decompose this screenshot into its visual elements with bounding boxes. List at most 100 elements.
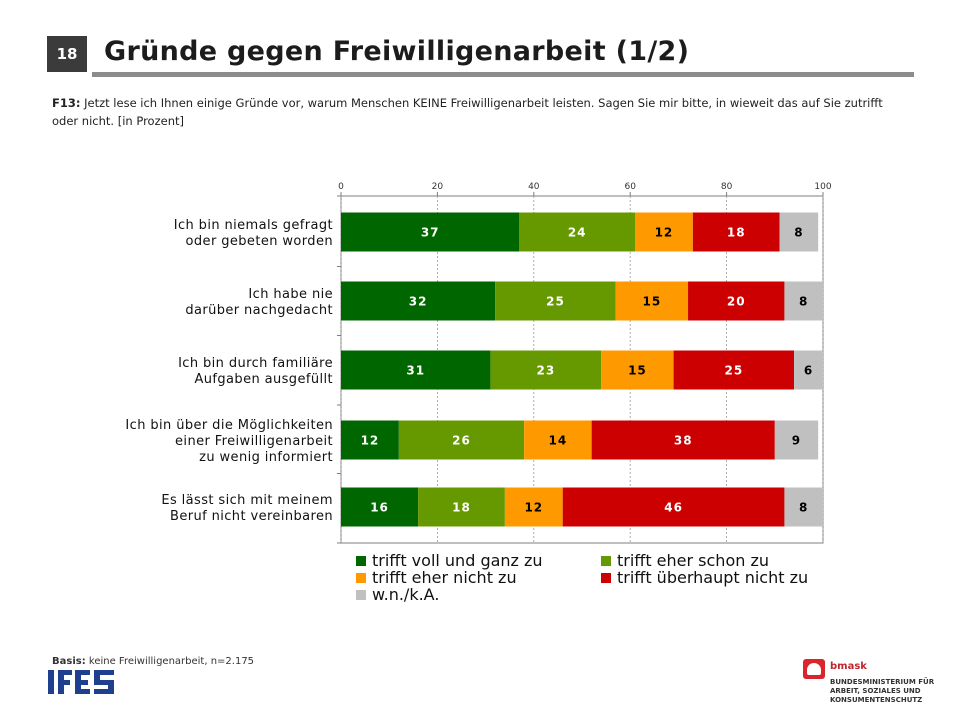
x-tick-label: 0: [338, 182, 344, 192]
page-number-badge: 18: [47, 36, 87, 72]
bar-value-label: 24: [568, 226, 587, 240]
bar-value-label: 12: [655, 226, 674, 240]
category-label: oder gebeten worden: [186, 234, 333, 249]
legend-swatch: [356, 589, 366, 600]
legend-label: trifft eher nicht zu: [372, 568, 517, 587]
bar-segment: [591, 420, 775, 460]
bar-value-label: 8: [799, 295, 808, 309]
legend-swatch: [601, 555, 611, 566]
legend-item-eher-nicht: trifft eher nicht zu: [356, 568, 517, 587]
category-label: Ich bin durch familiäre: [178, 356, 333, 371]
bar-value-label: 46: [664, 501, 683, 515]
bmask-line-1: BUNDESMINISTERIUM FÜR: [830, 678, 935, 686]
bar-segment: [341, 350, 491, 390]
page-number: 18: [56, 45, 78, 63]
bar-value-label: 31: [406, 364, 425, 378]
category-label: Ich habe nie: [248, 287, 333, 302]
x-tick-label: 80: [721, 182, 733, 192]
bar-value-label: 38: [674, 434, 693, 448]
bar-segment: [784, 281, 823, 321]
category-label: Aufgaben ausgefüllt: [194, 372, 333, 387]
bar-value-label: 6: [804, 364, 813, 378]
category-label: Ich bin niemals gefragt: [174, 218, 333, 233]
category-label: zu wenig informiert: [199, 450, 333, 465]
basis-label: Basis:: [52, 656, 86, 667]
bar-segment: [519, 212, 636, 252]
category-label: Beruf nicht vereinbaren: [170, 509, 333, 524]
bar-value-label: 37: [421, 226, 440, 240]
bar-segment: [504, 487, 563, 527]
bar-value-label: 18: [727, 226, 746, 240]
bar-value-label: 20: [727, 295, 746, 309]
bar-segment: [784, 487, 823, 527]
legend-swatch: [356, 572, 366, 583]
bmask-emblem-icon: [803, 659, 825, 679]
legend-item-eher-schon: trifft eher schon zu: [601, 551, 769, 570]
bar-value-label: 15: [643, 295, 662, 309]
bar-segment: [692, 212, 780, 252]
legend-label: trifft voll und ganz zu: [372, 551, 543, 570]
legend-item-ueberhaupt-nicht: trifft überhaupt nicht zu: [601, 568, 808, 587]
bar-value-label: 23: [536, 364, 555, 378]
x-tick-label: 100: [814, 182, 831, 192]
bmask-logo: bmask BUNDESMINISTERIUM FÜR ARBEIT, SOZI…: [803, 657, 943, 717]
bar-value-label: 14: [549, 434, 568, 448]
bar-value-label: 18: [452, 501, 471, 515]
bar-segment: [688, 281, 785, 321]
bar-segment: [398, 420, 525, 460]
question-text: F13: Jetzt lese ich Ihnen einige Gründe …: [52, 94, 902, 130]
title-divider: [92, 72, 914, 77]
legend-label: trifft eher schon zu: [617, 551, 769, 570]
basis-note: Basis: keine Freiwilligenarbeit, n=2.175: [52, 656, 254, 667]
x-tick-label: 20: [432, 182, 444, 192]
category-label: darüber nachgedacht: [185, 303, 333, 318]
bar-segment: [341, 212, 520, 252]
bar-segment: [615, 281, 689, 321]
question-label: F13:: [52, 96, 81, 110]
legend-label: trifft überhaupt nicht zu: [617, 568, 809, 587]
category-label: Ich bin über die Möglichkeiten: [125, 418, 333, 433]
bmask-line-2: ARBEIT, SOZIALES UND: [830, 687, 921, 695]
bar-value-label: 8: [794, 226, 803, 240]
bar-segment: [418, 487, 505, 527]
bar-value-label: 12: [524, 501, 543, 515]
bar-segment: [673, 350, 795, 390]
bar-value-label: 16: [370, 501, 389, 515]
bar-value-label: 9: [792, 434, 801, 448]
bar-segment: [524, 420, 592, 460]
bmask-line-3: KONSUMENTENSCHUTZ: [830, 696, 923, 704]
legend-item-wn-ka: w.n./k.A.: [356, 585, 439, 604]
bar-segment: [341, 487, 419, 527]
bar-value-label: 12: [361, 434, 380, 448]
bar-segment: [341, 281, 496, 321]
ifes-logo: [48, 670, 114, 694]
bmask-name: bmask: [830, 661, 867, 672]
bar-segment: [601, 350, 674, 390]
legend-swatch: [356, 555, 366, 566]
bar-segment: [635, 212, 693, 252]
x-tick-label: 40: [528, 182, 540, 192]
bar-segment: [774, 420, 819, 460]
question-body: Jetzt lese ich Ihnen einige Gründe vor, …: [52, 96, 883, 128]
legend-label: w.n./k.A.: [372, 585, 440, 604]
bar-value-label: 26: [452, 434, 471, 448]
bar-segment: [341, 420, 399, 460]
bar-segment: [794, 350, 823, 390]
bar-segment: [779, 212, 819, 252]
basis-text: keine Freiwilligenarbeit, n=2.175: [88, 656, 255, 667]
category-label: Es lässt sich mit meinem: [161, 493, 333, 508]
bar-segment: [562, 487, 785, 527]
bar-value-label: 32: [409, 295, 428, 309]
bar-segment: [495, 281, 616, 321]
legend-item-voll: trifft voll und ganz zu: [356, 551, 543, 570]
legend-swatch: [601, 572, 611, 583]
bar-segment: [490, 350, 602, 390]
bar-value-label: 15: [628, 364, 647, 378]
x-tick-label: 60: [624, 182, 636, 192]
page-title: Gründe gegen Freiwilligenarbeit (1/2): [104, 36, 690, 67]
category-label: einer Freiwilligenarbeit: [175, 434, 333, 449]
bar-value-label: 25: [724, 364, 743, 378]
bar-value-label: 25: [546, 295, 565, 309]
bar-value-label: 8: [799, 501, 808, 515]
